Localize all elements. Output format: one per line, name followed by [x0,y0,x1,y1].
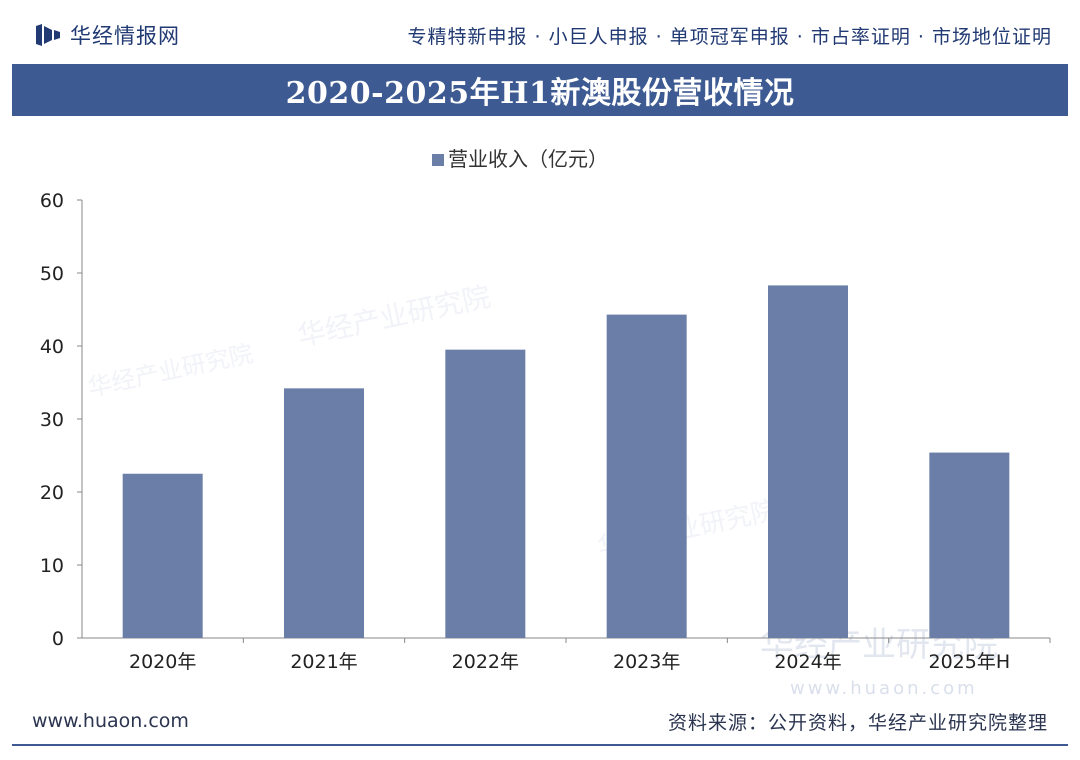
x-tick-label: 2024年 [774,651,841,673]
data-source: 资料来源：公开资料，华经产业研究院整理 [667,711,1048,734]
y-tick-label: 0 [52,628,64,650]
brand-name: 华经情报网 [70,24,180,48]
chart-title: 2020-2025年H1新澳股份营收情况 [285,76,795,111]
x-tick-label: 2023年 [613,651,680,673]
bar-chart: 华经产业研究院华经产业研究院华经产业研究院华经产业研究院www.huaon.co… [40,147,1051,699]
bottom-divider [12,744,1068,746]
y-tick-label: 20 [40,482,64,504]
y-tick-label: 50 [40,263,64,285]
watermark-text: 华经产业研究院 [295,280,494,353]
bar [284,388,364,638]
footer: www.huaon.com 资料来源：公开资料，华经产业研究院整理 [12,700,1068,742]
legend-swatch [432,154,444,166]
watermark-layer: 华经产业研究院华经产业研究院华经产业研究院华经产业研究院www.huaon.co… [85,280,998,699]
legend: 营业收入（亿元） [432,147,608,171]
brand[interactable]: 华经情报网 [36,20,180,50]
y-tick-label: 40 [40,336,64,358]
legend-label: 营业收入（亿元） [448,147,608,171]
x-tick-label: 2025年H [929,651,1011,673]
site-url[interactable]: www.huaon.com [32,710,189,732]
x-tick-label: 2022年 [452,651,519,673]
top-bar: 华经情报网 专精特新申报 · 小巨人申报 · 单项冠军申报 · 市占率证明 · … [0,0,1080,64]
services-list: 专精特新申报 · 小巨人申报 · 单项冠军申报 · 市占率证明 · 市场地位证明 [407,26,1052,48]
x-tick-label: 2020年 [129,651,196,673]
watermark-text: 华经产业研究院 [85,340,255,402]
axes [77,199,1051,643]
huajing-logo-icon [36,24,60,46]
x-tick-label: 2021年 [290,651,357,673]
y-tick-label: 30 [40,409,64,431]
y-tick-label: 60 [40,190,64,212]
x-tick-labels: 2020年 2021年 2022年 2023年 2024年 2025年H [129,651,1010,673]
bar [122,473,203,638]
bar [768,285,848,638]
watermark-url: www.huaon.com [790,678,978,699]
y-tick-label: 10 [40,555,64,577]
bar [606,314,687,638]
y-tick-labels: 0 10 20 30 40 50 60 [40,190,64,650]
bar [929,452,1010,638]
bar [445,349,526,638]
title-bar: 2020-2025年H1新澳股份营收情况 [12,64,1068,116]
bars [122,285,1010,638]
